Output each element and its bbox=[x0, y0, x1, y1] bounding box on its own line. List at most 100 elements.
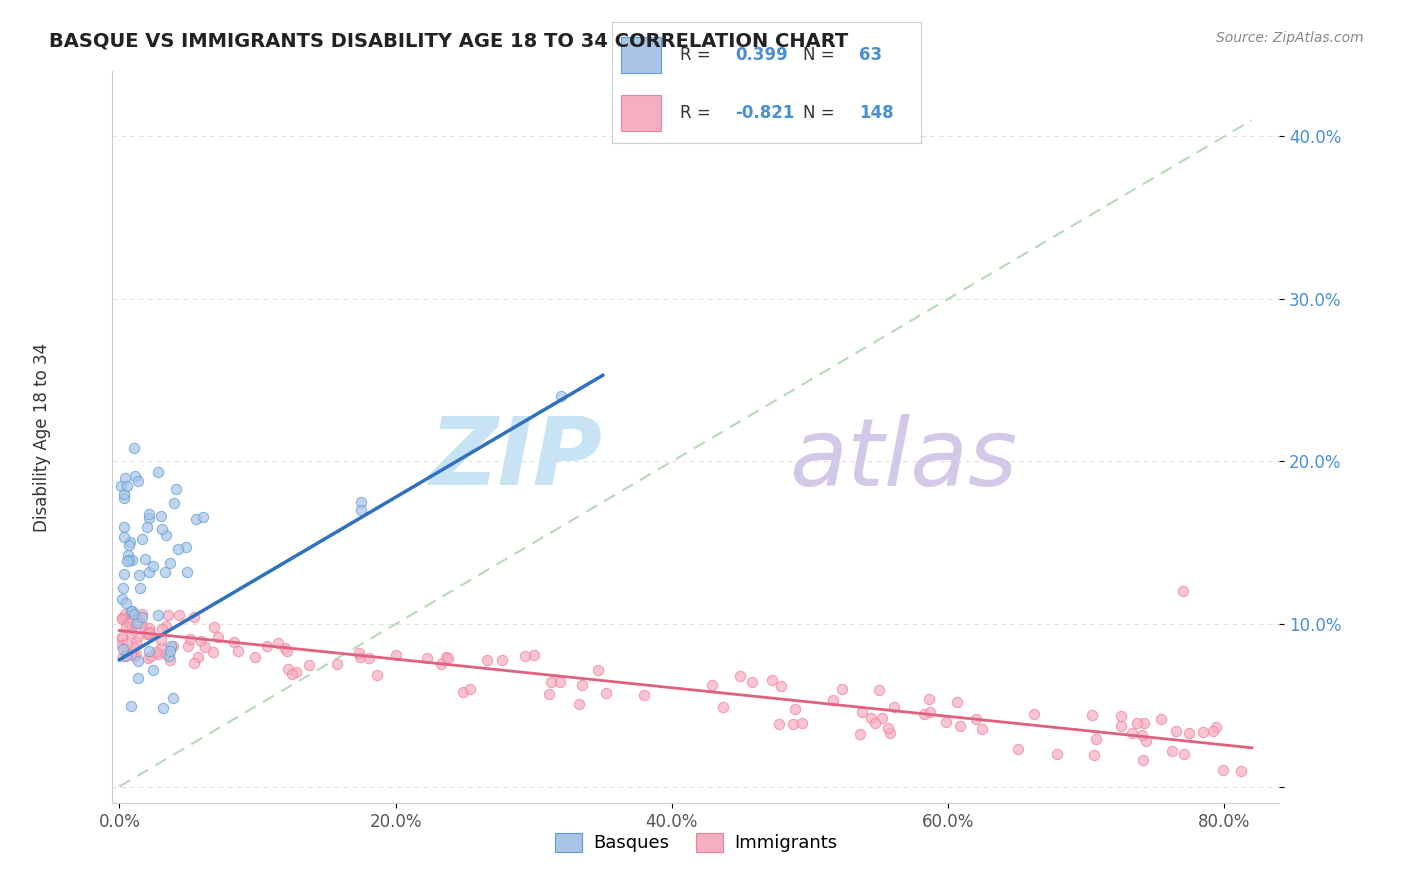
Point bbox=[146, 465, 169, 479]
Point bbox=[1135, 734, 1157, 748]
Point bbox=[863, 715, 886, 730]
Point bbox=[111, 611, 134, 625]
Text: ZIP: ZIP bbox=[430, 413, 603, 505]
Point bbox=[146, 607, 169, 622]
Point bbox=[1083, 747, 1105, 762]
Point bbox=[790, 716, 813, 731]
Point bbox=[783, 702, 806, 716]
Point bbox=[1192, 725, 1215, 739]
Point bbox=[127, 613, 149, 627]
Point bbox=[124, 612, 146, 626]
Point bbox=[122, 640, 145, 655]
Point bbox=[349, 650, 371, 665]
Point bbox=[1212, 763, 1234, 777]
Point bbox=[1177, 726, 1199, 740]
Point bbox=[157, 648, 180, 663]
Point bbox=[120, 699, 142, 714]
Point bbox=[134, 551, 156, 566]
Point bbox=[1173, 747, 1195, 761]
Point bbox=[124, 607, 146, 621]
Point bbox=[159, 643, 181, 657]
Point bbox=[256, 639, 278, 653]
Point bbox=[349, 646, 371, 660]
Point bbox=[112, 491, 135, 505]
Point bbox=[848, 727, 870, 741]
Point bbox=[138, 626, 160, 640]
Text: -0.821: -0.821 bbox=[735, 103, 794, 121]
Point bbox=[285, 665, 308, 679]
Point bbox=[548, 675, 571, 690]
Text: 148: 148 bbox=[859, 103, 894, 121]
Point bbox=[127, 654, 149, 668]
Point bbox=[148, 648, 170, 662]
Point bbox=[155, 647, 177, 661]
Point bbox=[184, 512, 207, 526]
Point bbox=[385, 648, 408, 662]
Point bbox=[150, 622, 173, 636]
Point bbox=[879, 725, 901, 739]
Point bbox=[111, 612, 134, 626]
Point bbox=[633, 689, 655, 703]
Point bbox=[226, 644, 249, 658]
Point bbox=[124, 441, 146, 455]
Point bbox=[912, 706, 935, 721]
Point bbox=[122, 611, 145, 625]
Point bbox=[571, 678, 593, 692]
Point bbox=[326, 657, 349, 671]
Text: Source: ZipAtlas.com: Source: ZipAtlas.com bbox=[1216, 31, 1364, 45]
Point bbox=[187, 649, 209, 664]
Point bbox=[120, 535, 142, 549]
Point bbox=[1132, 753, 1154, 767]
Point bbox=[550, 389, 572, 403]
Point bbox=[127, 629, 149, 643]
Point bbox=[125, 635, 148, 649]
Point bbox=[150, 522, 173, 536]
Text: R =: R = bbox=[679, 103, 716, 121]
Point bbox=[917, 691, 939, 706]
Point bbox=[120, 620, 142, 634]
Point bbox=[162, 640, 184, 654]
Point bbox=[160, 639, 183, 653]
Point bbox=[702, 678, 724, 692]
Point bbox=[127, 474, 149, 488]
Point bbox=[135, 519, 157, 533]
Point bbox=[150, 508, 173, 523]
Point bbox=[202, 645, 225, 659]
Point bbox=[202, 620, 225, 634]
Point bbox=[460, 682, 482, 697]
Point bbox=[163, 496, 186, 510]
Point bbox=[823, 693, 845, 707]
Point bbox=[883, 700, 905, 714]
Point bbox=[437, 651, 460, 665]
Point bbox=[1133, 716, 1156, 731]
Point bbox=[918, 705, 941, 719]
Point bbox=[112, 520, 135, 534]
Point bbox=[831, 681, 853, 696]
Point bbox=[176, 566, 198, 580]
Point bbox=[1084, 731, 1107, 746]
Point bbox=[191, 510, 214, 524]
Point bbox=[711, 699, 734, 714]
Point bbox=[183, 610, 205, 624]
Point bbox=[1132, 728, 1154, 742]
Point bbox=[141, 648, 163, 663]
Point bbox=[136, 626, 159, 640]
Point bbox=[121, 553, 143, 567]
Point bbox=[111, 632, 134, 647]
Point bbox=[276, 644, 298, 658]
Point bbox=[728, 669, 751, 683]
Point bbox=[165, 483, 187, 497]
Point bbox=[162, 690, 184, 705]
Point bbox=[110, 479, 132, 493]
Point bbox=[120, 622, 142, 636]
Point bbox=[114, 620, 136, 634]
Point bbox=[149, 640, 172, 655]
Point bbox=[1080, 708, 1102, 723]
Point bbox=[179, 632, 201, 646]
Point bbox=[176, 639, 198, 653]
Point bbox=[870, 711, 893, 725]
Point bbox=[1121, 726, 1143, 740]
Point bbox=[1160, 744, 1182, 758]
Point bbox=[117, 616, 139, 631]
Point bbox=[194, 640, 217, 655]
